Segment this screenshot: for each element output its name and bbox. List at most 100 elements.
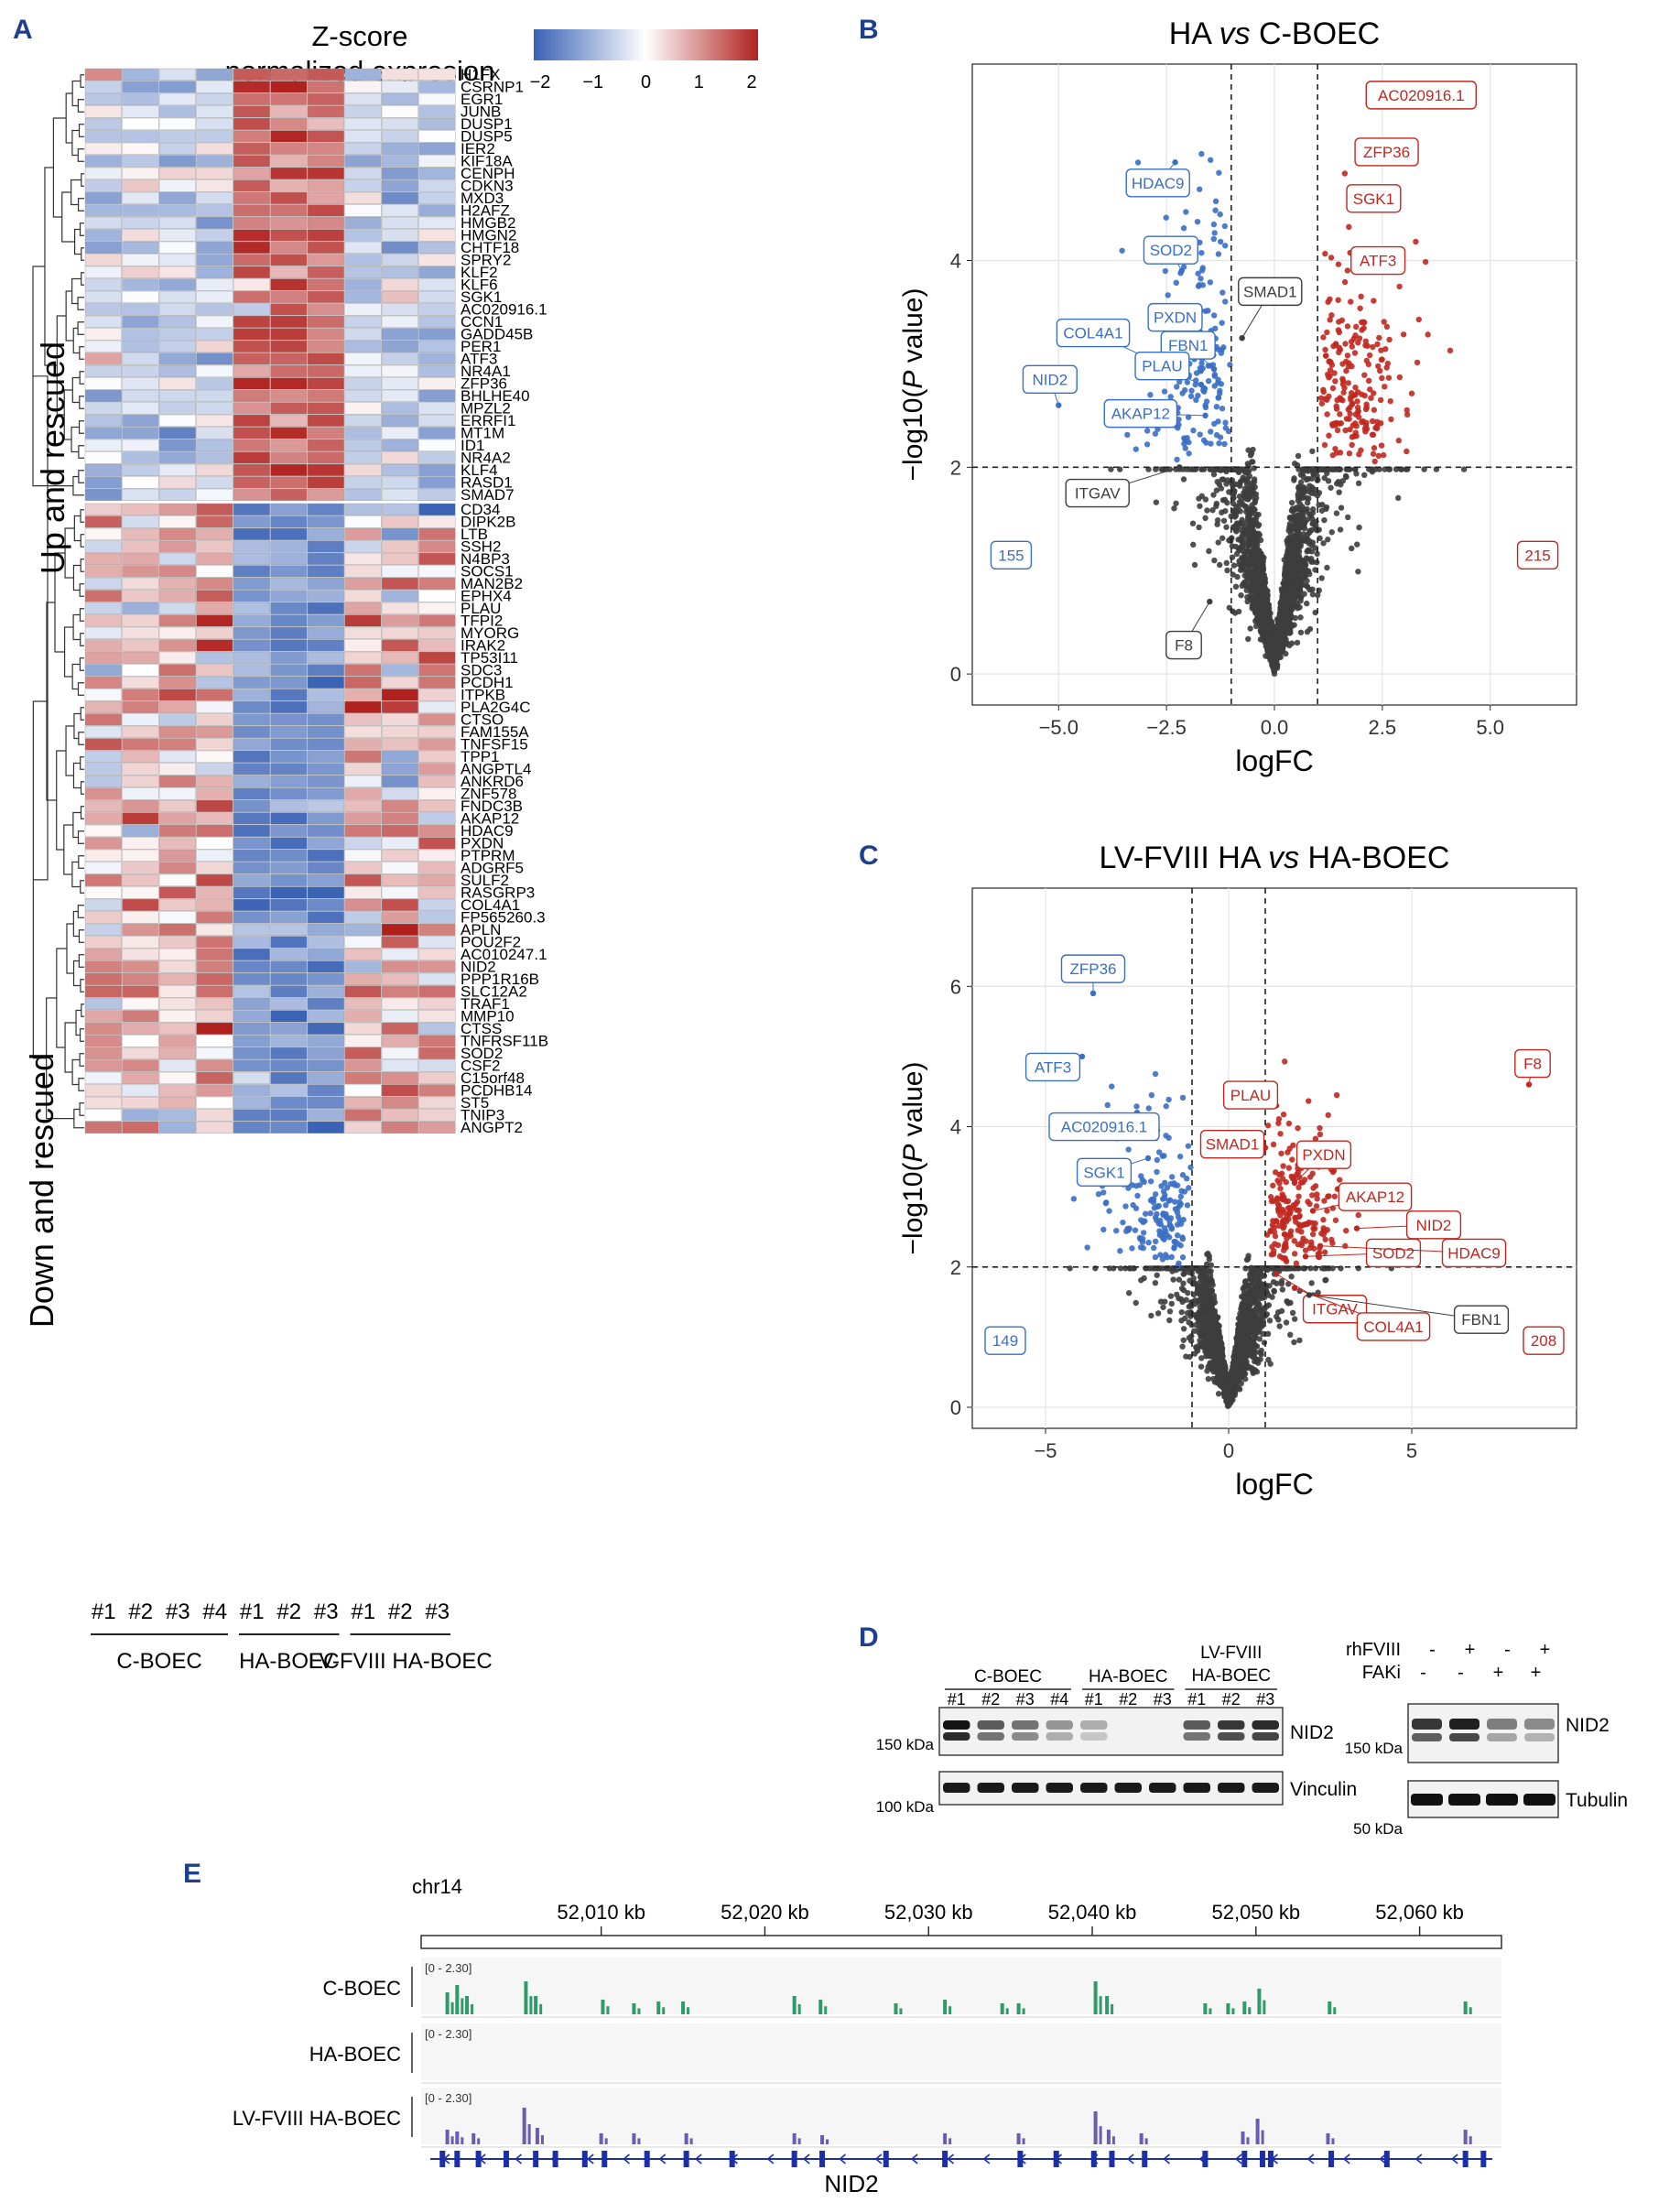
heatmap-cell bbox=[84, 1096, 122, 1109]
heatmap-cell bbox=[381, 1071, 418, 1084]
heatmap-cell bbox=[344, 799, 382, 812]
gene-label: KLF2 bbox=[461, 264, 498, 281]
data-point bbox=[1377, 396, 1384, 404]
heatmap-cell bbox=[381, 837, 418, 850]
data-point bbox=[1352, 384, 1359, 391]
gene-label: ANKRD6 bbox=[461, 773, 524, 790]
data-point bbox=[1359, 418, 1365, 426]
heatmap-cell bbox=[344, 254, 382, 266]
data-point bbox=[1321, 516, 1328, 524]
heatmap-cell bbox=[270, 105, 308, 118]
heatmap-cell bbox=[418, 787, 456, 800]
heatmap-cell bbox=[158, 923, 196, 936]
heatmap-cell bbox=[418, 750, 456, 763]
heatmap-cell bbox=[158, 439, 196, 451]
heatmap-cell bbox=[418, 713, 456, 726]
heatmap-cell bbox=[307, 503, 344, 515]
data-point bbox=[1203, 398, 1210, 405]
heatmap-cell bbox=[158, 204, 196, 217]
heatmap-cell bbox=[233, 1084, 270, 1097]
heatmap-cell bbox=[307, 179, 344, 192]
data-point bbox=[1250, 459, 1256, 465]
heatmap-cell bbox=[158, 377, 196, 390]
data-point bbox=[1353, 471, 1360, 477]
heatmap-cell bbox=[196, 340, 233, 353]
count-up-box bbox=[1516, 540, 1559, 569]
heatmap-cell bbox=[344, 812, 382, 825]
dendrogram-branch bbox=[80, 633, 84, 646]
heatmap-cell bbox=[270, 626, 308, 639]
data-point bbox=[1370, 343, 1376, 351]
dendrogram-branch bbox=[78, 855, 84, 869]
gene-label: KLF4 bbox=[461, 461, 498, 479]
heatmap-cell bbox=[84, 812, 122, 825]
heatmap-cell bbox=[270, 824, 308, 837]
gene-label: ERRFI1 bbox=[461, 412, 515, 429]
heatmap-cell bbox=[307, 451, 344, 464]
heatmap-cell bbox=[84, 1047, 122, 1059]
legend-ticks: −2 −1 0 1 2 bbox=[530, 72, 757, 92]
heatmap-cell bbox=[196, 155, 233, 168]
data-point bbox=[1214, 521, 1220, 527]
heatmap-cell bbox=[344, 92, 382, 105]
heatmap-cell bbox=[307, 303, 344, 316]
heatmap-cell bbox=[158, 552, 196, 565]
sample-label: #3 bbox=[314, 1600, 339, 1624]
heatmap-cell bbox=[233, 676, 270, 689]
heatmap-cell bbox=[158, 997, 196, 1010]
heatmap-cell bbox=[270, 303, 308, 316]
heatmap-cell bbox=[122, 763, 159, 776]
heatmap-cell bbox=[196, 1010, 233, 1023]
data-point bbox=[1460, 466, 1468, 472]
heatmap-cell bbox=[158, 117, 196, 130]
heatmap-cell bbox=[84, 488, 122, 501]
heatmap-cell bbox=[344, 503, 382, 515]
heatmap-cell bbox=[84, 1084, 122, 1097]
gene-label: COL4A1 bbox=[461, 896, 520, 914]
gene-label: RASGRP3 bbox=[461, 884, 535, 902]
heatmap-cell bbox=[270, 972, 308, 985]
heatmap-cell bbox=[344, 626, 382, 639]
heatmap-cell bbox=[122, 540, 159, 553]
data-point bbox=[1280, 580, 1286, 587]
data-point bbox=[1336, 329, 1343, 336]
gene-label: SULF2 bbox=[461, 872, 509, 889]
heatmap-cell bbox=[158, 463, 196, 476]
data-point bbox=[1309, 559, 1317, 565]
data-point bbox=[1281, 626, 1287, 633]
data-point bbox=[1124, 431, 1131, 439]
heatmap-cell bbox=[122, 700, 159, 713]
heatmap-cell bbox=[307, 565, 344, 578]
data-point bbox=[1185, 414, 1192, 420]
heatmap-cell bbox=[270, 812, 308, 825]
heatmap-cell bbox=[196, 303, 233, 316]
heatmap-cell bbox=[196, 315, 233, 328]
heatmap-cell bbox=[122, 476, 159, 489]
data-point bbox=[1352, 323, 1360, 331]
heatmap-cell bbox=[233, 389, 270, 402]
heatmap-cell bbox=[344, 476, 382, 489]
data-point bbox=[1323, 505, 1329, 513]
heatmap-cell bbox=[84, 142, 122, 155]
data-point bbox=[1208, 440, 1214, 447]
heatmap-cell bbox=[270, 68, 308, 81]
data-point bbox=[1216, 482, 1223, 488]
heatmap-cell bbox=[84, 824, 122, 837]
data-point bbox=[1356, 450, 1362, 458]
data-point bbox=[1198, 150, 1205, 157]
heatmap-cell bbox=[122, 117, 159, 130]
data-point bbox=[1222, 298, 1229, 305]
data-point bbox=[1336, 319, 1342, 325]
heatmap-cell bbox=[344, 787, 382, 800]
heatmap-cell bbox=[84, 1010, 122, 1023]
data-point bbox=[1304, 535, 1311, 542]
heatmap-cell bbox=[158, 414, 196, 427]
heatmap-cell bbox=[196, 651, 233, 664]
heatmap-cell bbox=[233, 414, 270, 427]
heatmap-cell bbox=[122, 565, 159, 578]
heatmap-cell bbox=[381, 713, 418, 726]
heatmap-cell bbox=[270, 1071, 308, 1084]
heatmap-cell bbox=[84, 972, 122, 985]
heatmap-cell bbox=[196, 960, 233, 973]
heatmap-cell bbox=[270, 1109, 308, 1122]
